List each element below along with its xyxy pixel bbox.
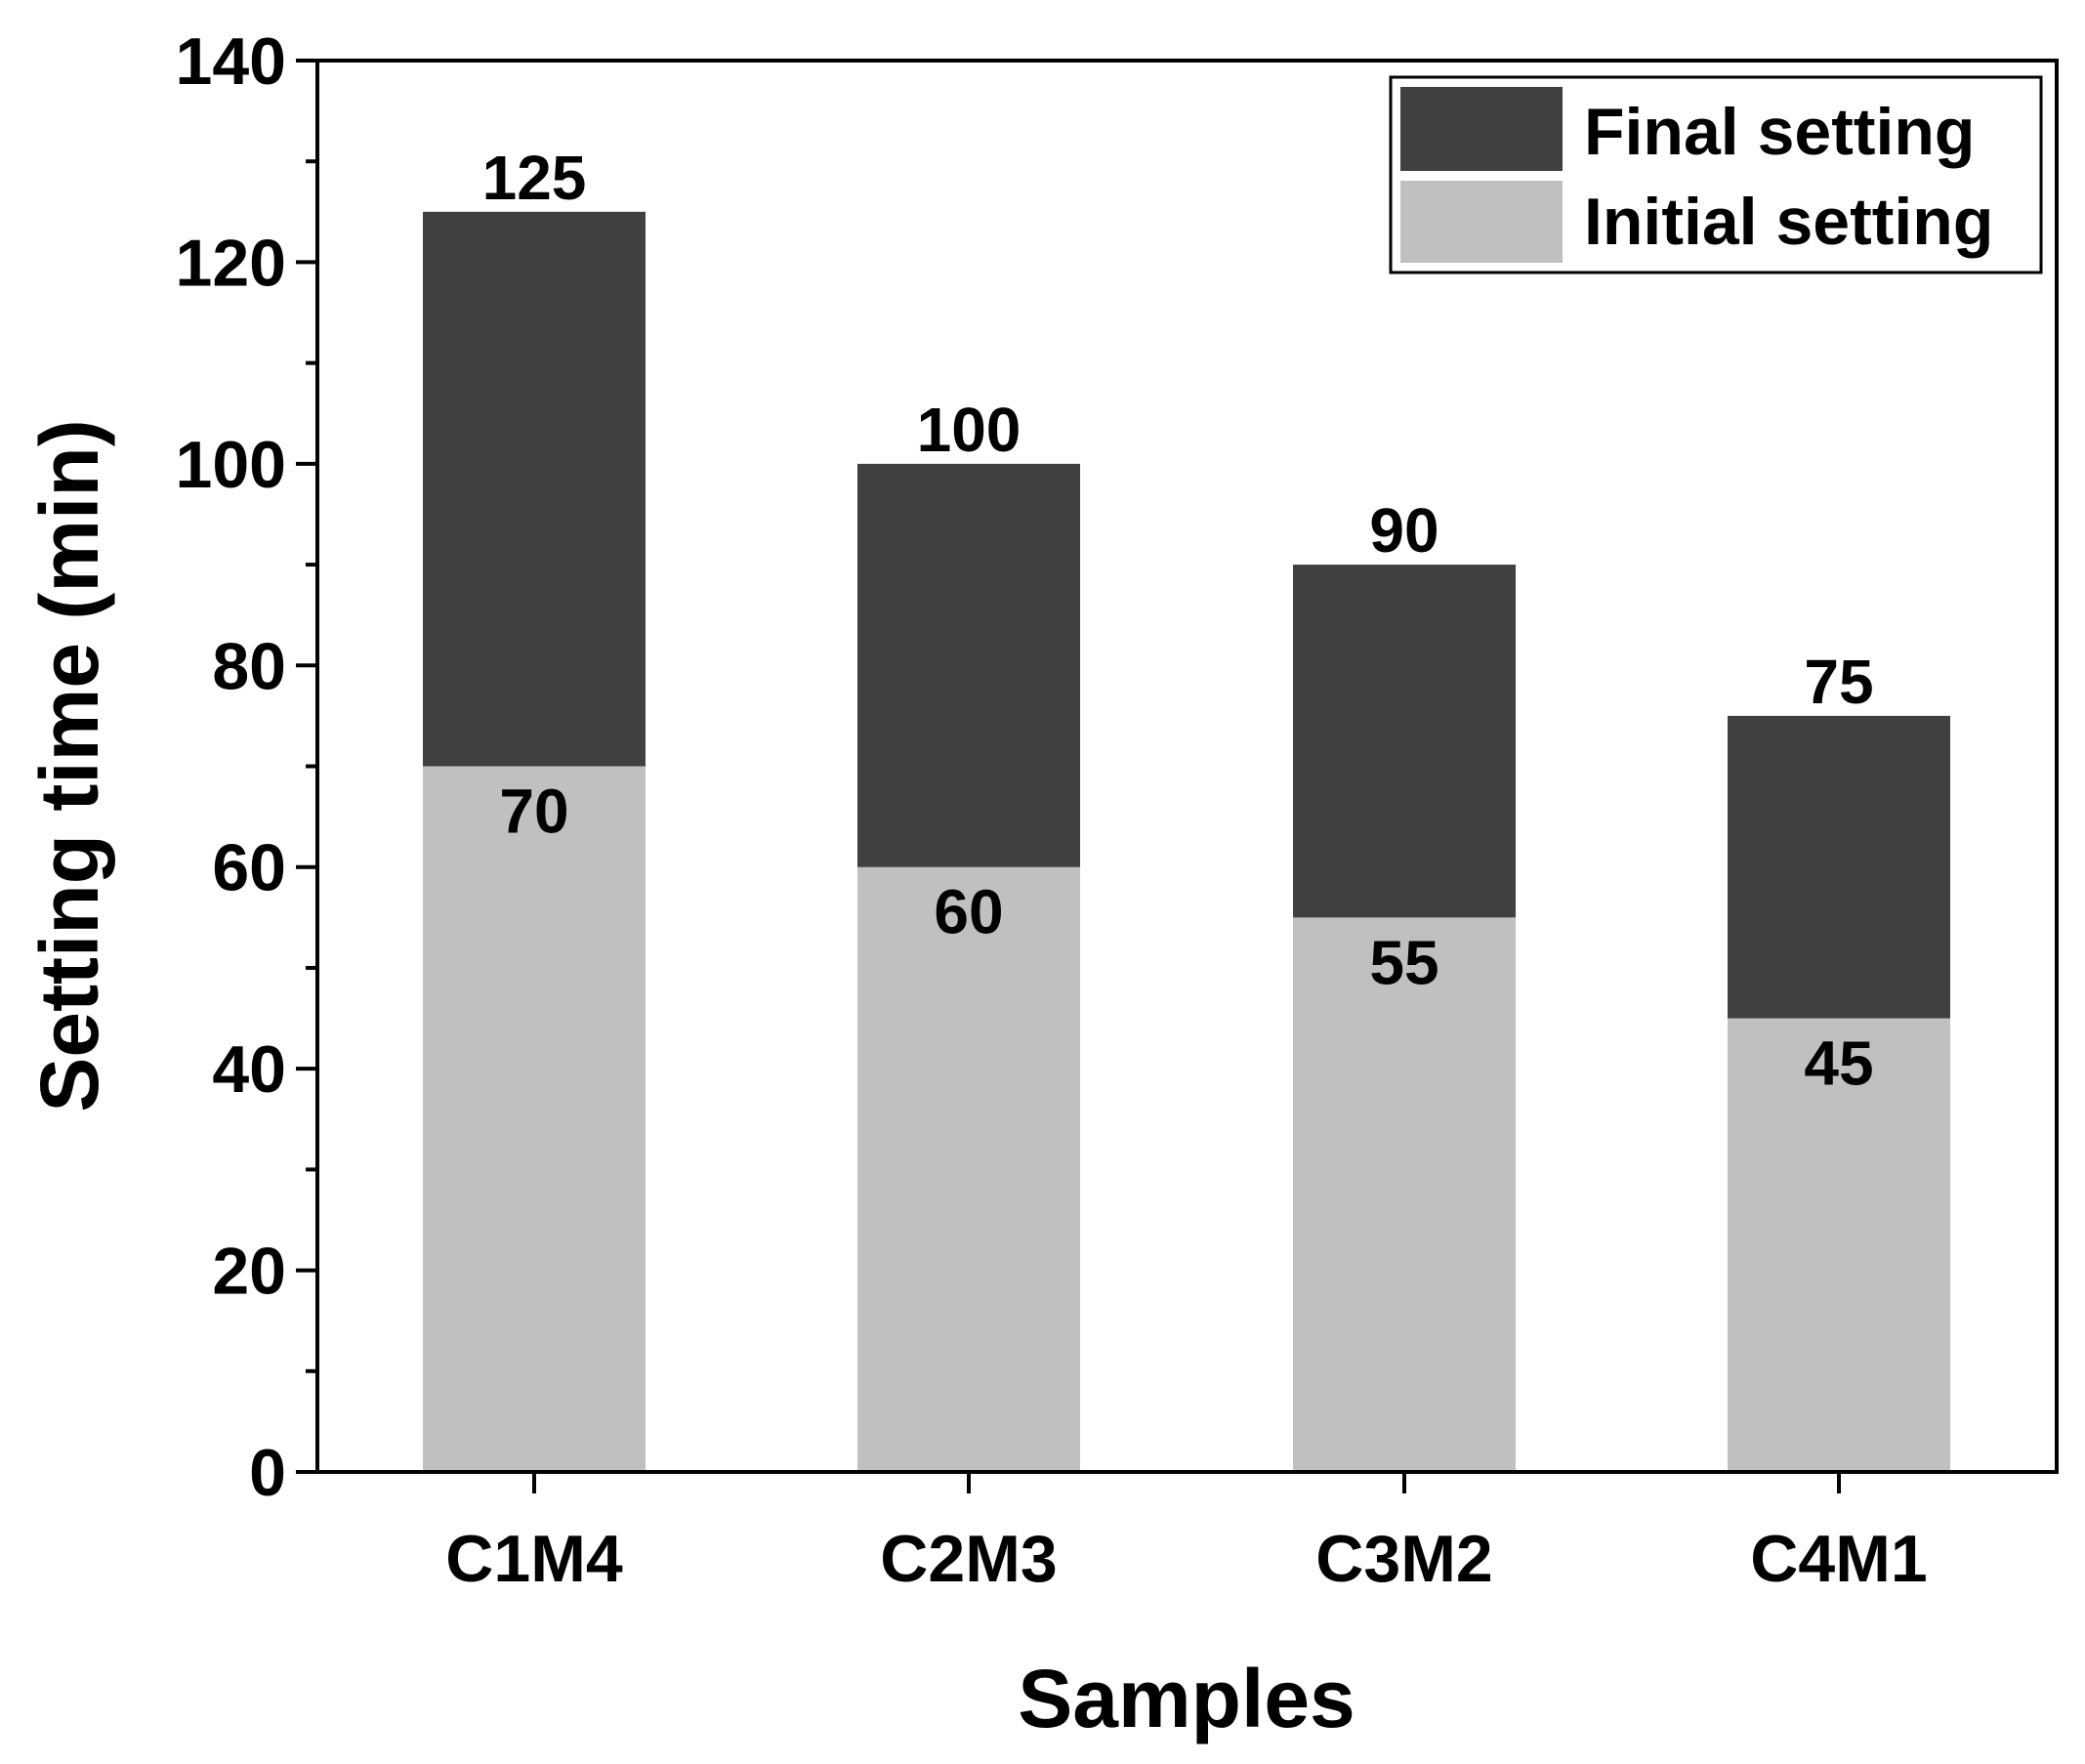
y-tick-label-120: 120 (176, 226, 286, 300)
data-labels-layer: 125 70 100 60 90 55 75 45 (482, 143, 1874, 1099)
bar-initial-setting-c2m3 (857, 866, 1080, 1472)
data-label-final-c2m3: 100 (917, 395, 1022, 465)
data-label-initial-c1m4: 70 (499, 777, 568, 847)
x-axis-title: Samples (1018, 1653, 1355, 1744)
y-tick-label-60: 60 (212, 831, 286, 905)
y-axis-title: Setting time (min) (23, 419, 115, 1112)
y-tick-label-20: 20 (212, 1235, 286, 1309)
y-tick-label-40: 40 (212, 1032, 286, 1107)
legend-swatch-initial-setting (1400, 181, 1563, 263)
ticks-layer: 0 20 40 60 80 100 120 140 C1M4 C2M3 C3M2 C4M1 (176, 24, 1928, 1596)
x-tick-label-c3m2: C3M2 (1315, 1522, 1492, 1596)
bars-layer (423, 211, 1950, 1473)
bar-initial-setting-c1m4 (423, 766, 646, 1472)
y-tick-label-100: 100 (176, 428, 286, 502)
legend-label-initial-setting: Initial setting (1584, 185, 1993, 259)
x-tick-label-c4m1: C4M1 (1750, 1522, 1927, 1596)
bar-initial-setting-c3m2 (1293, 917, 1516, 1472)
bar-initial-setting-c4m1 (1728, 1018, 1950, 1472)
y-tick-label-0: 0 (249, 1436, 286, 1510)
data-label-initial-c3m2: 55 (1369, 927, 1439, 997)
legend: Final setting Initial setting (1389, 75, 2043, 274)
data-label-final-c1m4: 125 (482, 143, 587, 213)
x-tick-label-c2m3: C2M3 (880, 1522, 1057, 1596)
data-label-initial-c4m1: 45 (1804, 1029, 1873, 1099)
x-tick-label-c1m4: C1M4 (445, 1522, 623, 1596)
legend-label-final-setting: Final setting (1584, 95, 1975, 169)
data-label-initial-c2m3: 60 (934, 877, 1003, 947)
data-label-final-c3m2: 90 (1369, 495, 1439, 566)
data-label-final-c4m1: 75 (1804, 647, 1873, 717)
y-tick-label-140: 140 (176, 24, 286, 99)
y-tick-label-80: 80 (212, 629, 286, 703)
legend-swatch-final-setting (1400, 87, 1563, 171)
